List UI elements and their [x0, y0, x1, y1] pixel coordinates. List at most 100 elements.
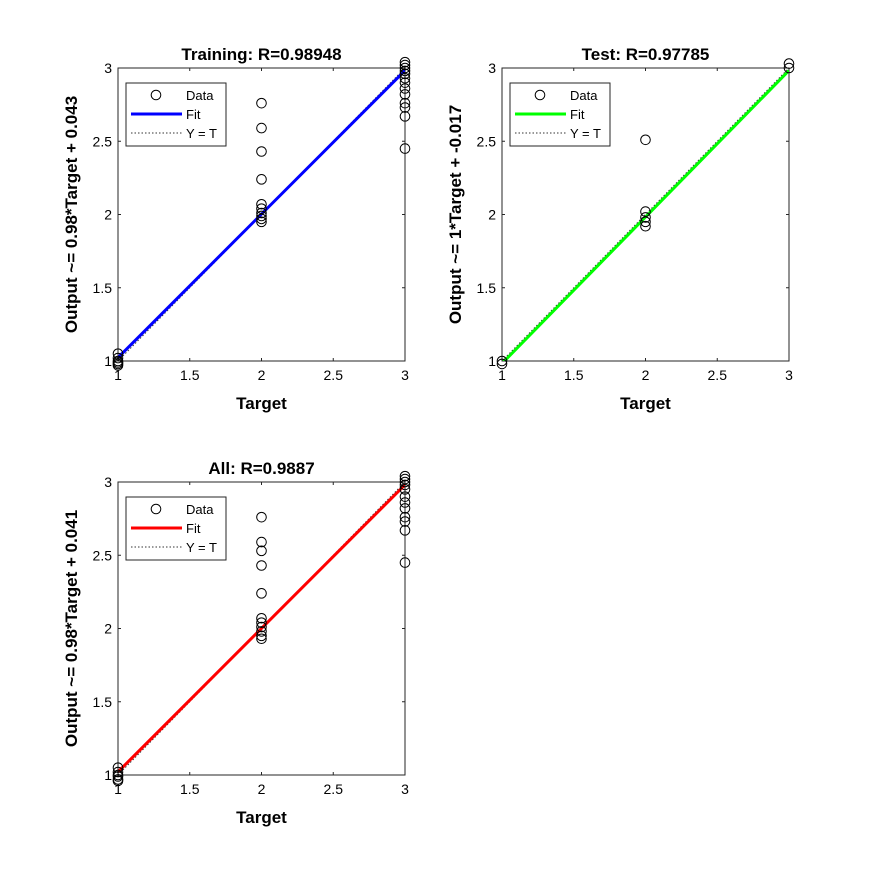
- training-legend-label: Fit: [186, 107, 201, 122]
- all-data-point: [256, 621, 267, 633]
- training-data-point: [256, 216, 267, 228]
- training-data-point: [399, 59, 411, 71]
- all-data-point: [399, 484, 411, 495]
- test-legend: Data Fit Y = T: [509, 82, 611, 147]
- training-y-axis-label: Output ~= 0.98*Target + 0.043: [62, 96, 81, 333]
- all-legend-data-marker: [150, 503, 162, 515]
- training-data-point: [399, 68, 411, 80]
- all-data-point: [256, 633, 267, 645]
- training-ytick-label: 3: [104, 60, 112, 76]
- training-data-point: [256, 210, 267, 222]
- test-ytick-label: 2: [488, 207, 496, 223]
- test-data-point: [496, 355, 508, 367]
- all-regression-panel: 1 1.5 2 2.5 3 1 1.5 2 2.5 3 All: R=0.9887 Target Out…: [62, 459, 411, 827]
- training-data-point: [256, 122, 267, 134]
- all-ytick-label: 2: [104, 621, 112, 637]
- training-data-point: [256, 213, 267, 225]
- training-data-point: [399, 72, 411, 84]
- training-legend-label: Data: [186, 88, 214, 103]
- all-data-point: [399, 516, 411, 527]
- test-data-point: [640, 220, 651, 232]
- all-legend-label: Data: [186, 502, 214, 517]
- training-data-point: [399, 111, 411, 122]
- training-xtick-label: 1: [114, 367, 122, 383]
- training-regression-panel: 1 1.5 2 2.5 3 1 1.5 2 2.5 3 Training: R=0.98948 Tar…: [62, 45, 411, 413]
- all-data-point: [256, 630, 267, 642]
- training-data-point: [399, 83, 411, 94]
- training-x-axis-label: Target: [236, 394, 287, 413]
- all-data-point: [256, 511, 267, 523]
- all-ytick-label: 2.5: [93, 547, 113, 563]
- all-x-axis-label: Target: [236, 808, 287, 827]
- all-y-axis-label: Output ~= 0.98*Target + 0.041: [62, 510, 81, 747]
- all-data-point: [112, 775, 124, 787]
- all-legend-label: Fit: [186, 521, 201, 536]
- training-ytick-label: 1.5: [93, 280, 113, 296]
- all-legend-label: Y = T: [186, 540, 217, 555]
- test-legend-label: Y = T: [570, 126, 601, 141]
- test-xtick-label: 2: [642, 367, 650, 383]
- test-chart-title: Test: R=0.97785: [582, 45, 710, 64]
- test-data-point: [496, 358, 508, 370]
- all-data-point: [399, 473, 411, 485]
- training-xtick-label: 1.5: [180, 367, 200, 383]
- training-data-point: [256, 174, 267, 185]
- training-data-point: [399, 56, 411, 68]
- all-data-point: [112, 771, 124, 782]
- all-data-point: [256, 588, 267, 599]
- test-xtick-label: 1.5: [564, 367, 584, 383]
- test-y-axis-label: Output ~= 1*Target + -0.017: [446, 105, 465, 324]
- training-data-point: [112, 360, 124, 371]
- all-data-point: [399, 479, 411, 491]
- test-x-axis-label: Target: [620, 394, 671, 413]
- all-data-point: [256, 612, 267, 624]
- all-data-point: [256, 536, 267, 548]
- all-data-point: [112, 766, 124, 778]
- training-data-point: [399, 62, 411, 74]
- all-data-point: [399, 557, 411, 568]
- all-ytick-label: 3: [104, 474, 112, 490]
- training-ytick-label: 2.5: [93, 133, 113, 149]
- training-data-point: [112, 348, 124, 359]
- training-legend: Data Fit Y = T: [125, 82, 227, 147]
- all-data-point: [256, 617, 267, 628]
- training-data-point: [399, 102, 411, 113]
- all-data-point: [399, 491, 411, 502]
- training-legend-label: Y = T: [186, 126, 217, 141]
- all-legend: Data Fit Y = T: [125, 496, 227, 561]
- all-xtick-label: 2.5: [324, 781, 344, 797]
- training-data-point: [256, 198, 267, 210]
- training-ytick-label: 1: [104, 353, 112, 369]
- training-ytick-label: 2: [104, 207, 112, 223]
- training-legend-data-marker: [150, 89, 162, 101]
- test-ytick-label: 1: [488, 353, 496, 369]
- all-chart-title: All: R=0.9887: [208, 459, 314, 478]
- training-data-point: [399, 143, 411, 154]
- training-data-point: [256, 97, 267, 109]
- all-data-point: [112, 762, 124, 773]
- all-data-point: [399, 497, 411, 508]
- training-xtick-label: 2: [258, 367, 266, 383]
- test-data-point: [640, 206, 651, 217]
- all-data-point: [399, 470, 411, 482]
- test-xtick-label: 3: [785, 367, 793, 383]
- test-xtick-label: 2.5: [708, 367, 728, 383]
- training-data-point: [399, 89, 411, 100]
- all-xtick-label: 1.5: [180, 781, 200, 797]
- training-data-point: [112, 352, 124, 364]
- test-ytick-label: 3: [488, 60, 496, 76]
- all-ytick-label: 1.5: [93, 694, 113, 710]
- test-legend-label: Fit: [570, 107, 585, 122]
- test-data-point: [640, 134, 651, 146]
- all-ytick-label: 1: [104, 767, 112, 783]
- training-data-point: [256, 207, 267, 219]
- test-legend-label: Data: [570, 88, 598, 103]
- test-regression-panel: 1 1.5 2 2.5 3 1 1.5 2 2.5 3 Test: R=0.97785 Target O…: [446, 45, 795, 413]
- test-data-point: [783, 62, 795, 74]
- all-data-point: [399, 511, 411, 523]
- training-xtick-label: 3: [401, 367, 409, 383]
- all-fit-line: [118, 483, 405, 773]
- test-legend-data-marker: [534, 89, 546, 101]
- all-xtick-label: 2: [258, 781, 266, 797]
- all-xtick-label: 1: [114, 781, 122, 797]
